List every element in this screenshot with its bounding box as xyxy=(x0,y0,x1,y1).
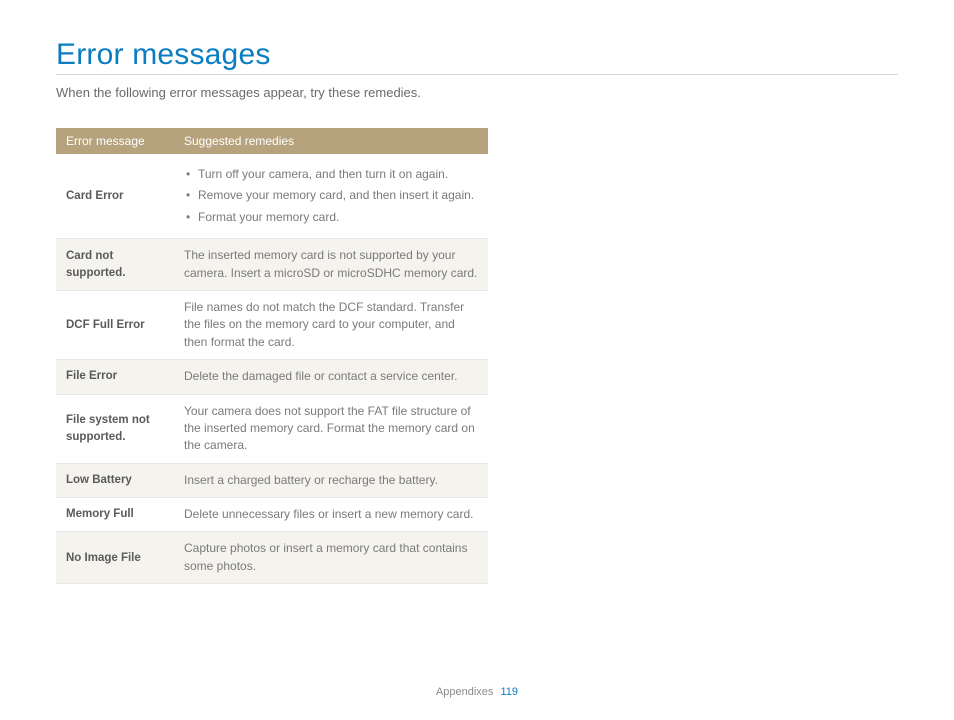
error-remedy: The inserted memory card is not supporte… xyxy=(174,239,488,291)
error-label: Card not supported. xyxy=(56,239,174,291)
table-row: Memory FullDelete unnecessary files or i… xyxy=(56,498,488,532)
page-footer: Appendixes 119 xyxy=(0,686,954,698)
error-label: Card Error xyxy=(56,154,174,239)
error-label: File system not supported. xyxy=(56,394,174,463)
remedy-list-item: Format your memory card. xyxy=(186,209,478,226)
table-row: No Image FileCapture photos or insert a … xyxy=(56,532,488,584)
error-label: DCF Full Error xyxy=(56,290,174,359)
header-suggested-remedies: Suggested remedies xyxy=(174,128,488,154)
footer-section: Appendixes xyxy=(436,686,494,698)
error-remedy: Capture photos or insert a memory card t… xyxy=(174,532,488,584)
table-row: Low BatteryInsert a charged battery or r… xyxy=(56,463,488,497)
error-label: Low Battery xyxy=(56,463,174,497)
error-remedy: File names do not match the DCF standard… xyxy=(174,290,488,359)
table-body: Card Error Turn off your camera, and then… xyxy=(56,154,488,584)
error-remedy: Delete unnecessary files or insert a new… xyxy=(174,498,488,532)
table-row: Card Error Turn off your camera, and then… xyxy=(56,154,488,239)
title-rule xyxy=(56,74,898,75)
footer-page-number: 119 xyxy=(501,686,519,698)
error-remedy: Turn off your camera, and then turn it o… xyxy=(174,154,488,239)
remedy-list: Turn off your camera, and then turn it o… xyxy=(184,166,478,226)
remedy-list-item: Turn off your camera, and then turn it o… xyxy=(186,166,478,183)
error-remedy: Your camera does not support the FAT fil… xyxy=(174,394,488,463)
table-row: DCF Full ErrorFile names do not match th… xyxy=(56,290,488,359)
page-title: Error messages xyxy=(56,38,898,72)
header-error-message: Error message xyxy=(56,128,174,154)
error-remedy: Insert a charged battery or recharge the… xyxy=(174,463,488,497)
error-label: Memory Full xyxy=(56,498,174,532)
table-header-row: Error message Suggested remedies xyxy=(56,128,488,154)
intro-text: When the following error messages appear… xyxy=(56,85,898,100)
table-row: File ErrorDelete the damaged file or con… xyxy=(56,360,488,394)
table-row: File system not supported.Your camera do… xyxy=(56,394,488,463)
error-label: File Error xyxy=(56,360,174,394)
table-row: Card not supported.The inserted memory c… xyxy=(56,239,488,291)
error-messages-table: Error message Suggested remedies Card Er… xyxy=(56,128,488,584)
error-label: No Image File xyxy=(56,532,174,584)
error-remedy: Delete the damaged file or contact a ser… xyxy=(174,360,488,394)
remedy-list-item: Remove your memory card, and then insert… xyxy=(186,187,478,204)
